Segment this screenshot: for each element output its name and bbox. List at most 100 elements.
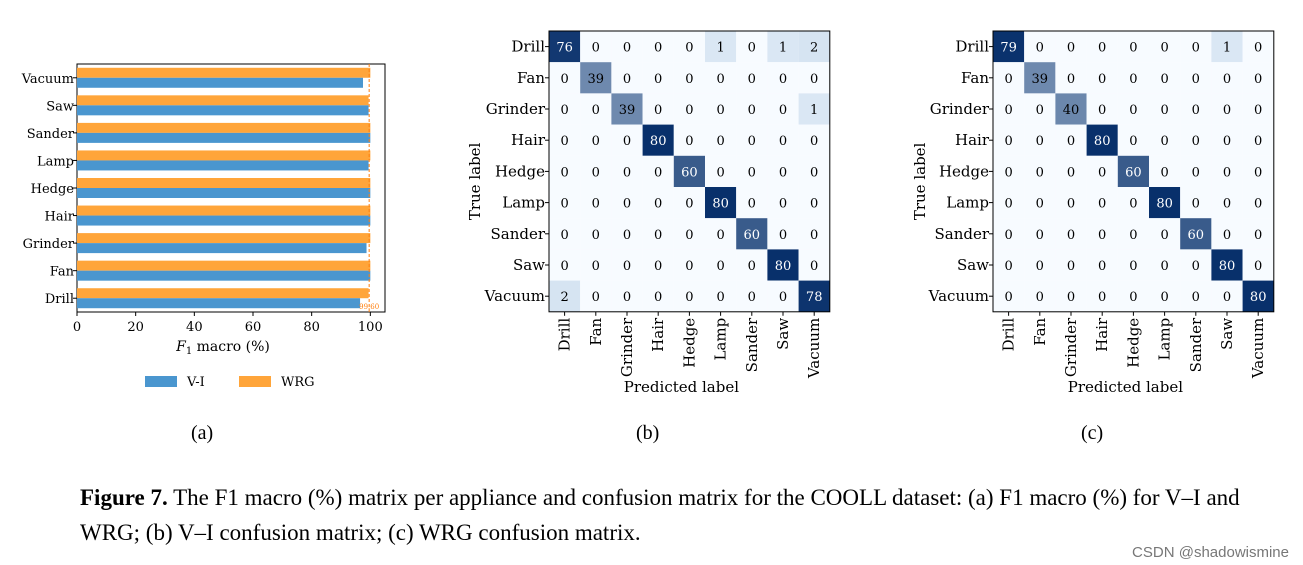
matrix-cell	[549, 280, 581, 312]
bar-vi-fan	[77, 270, 371, 281]
cell-value: 0	[1254, 228, 1262, 243]
matrix-cell	[549, 93, 581, 125]
cell-value: 0	[748, 41, 756, 56]
cell-value: 0	[1067, 165, 1075, 180]
cell-value: 0	[810, 197, 818, 212]
matrix-cell	[993, 93, 1025, 125]
matrix-cell	[767, 31, 799, 63]
y-tick-label: Vacuum	[928, 287, 989, 305]
cell-value: 0	[716, 228, 724, 243]
matrix-cell	[1149, 280, 1181, 312]
x-tick-label: 20	[127, 320, 144, 335]
matrix-cell	[611, 249, 643, 281]
cell-value: 0	[748, 290, 756, 305]
cell-value: 0	[592, 41, 600, 56]
cell-value: 0	[1160, 165, 1168, 180]
matrix-cell	[1055, 155, 1087, 187]
y-tick-label: Hedge	[495, 162, 545, 180]
cell-value: 0	[1160, 72, 1168, 87]
cell-value: 0	[1098, 290, 1106, 305]
matrix-cell	[1211, 218, 1243, 250]
matrix-cell	[611, 93, 643, 125]
matrix-cell	[798, 249, 830, 281]
cell-value: 0	[1098, 103, 1106, 118]
matrix-cell	[1117, 124, 1149, 156]
cell-value: 0	[1192, 134, 1200, 149]
bar-wrg-sander	[77, 122, 371, 133]
matrix-cell	[1117, 249, 1149, 281]
x-tick-label: Fan	[587, 317, 605, 345]
matrix-cell	[580, 93, 612, 125]
matrix-cell	[1180, 249, 1212, 281]
matrix-cell	[549, 155, 581, 187]
x-tick-label: Vacuum	[805, 318, 823, 379]
bar-wrg-vacuum	[77, 67, 371, 78]
cell-value: 2	[810, 41, 818, 56]
bar-wrg-grinder	[77, 233, 371, 244]
matrix-cell	[705, 124, 737, 156]
cell-value: 0	[748, 134, 756, 149]
cell-value: 0	[1004, 134, 1012, 149]
legend-label-v-i: V-I	[186, 375, 205, 390]
y-tick-label: Hedge	[31, 182, 75, 197]
cell-value: 0	[1192, 103, 1200, 118]
y-tick-label: Vacuum	[21, 72, 74, 87]
cell-value: 0	[1223, 228, 1231, 243]
cell-value: 60	[744, 228, 761, 243]
matrix-cell	[767, 62, 799, 94]
x-tick-label: 40	[186, 320, 203, 335]
bar-vi-hair	[77, 215, 371, 226]
matrix-cell	[736, 280, 768, 312]
bar-wrg-saw	[77, 95, 369, 106]
cell-value: 0	[1098, 259, 1106, 274]
matrix-cell	[642, 31, 674, 63]
cell-value: 0	[1036, 197, 1044, 212]
y-tick-label: Drill	[511, 38, 545, 56]
matrix-cell	[1180, 187, 1212, 219]
cell-value: 0	[560, 197, 568, 212]
cell-value: 0	[779, 72, 787, 87]
cell-value: 60	[1125, 165, 1142, 180]
matrix-cell	[1117, 218, 1149, 250]
matrix-cell	[1086, 93, 1118, 125]
matrix-cell	[1024, 93, 1056, 125]
matrix-cell	[642, 218, 674, 250]
vi-confusion-matrix: 76 0 0 0 0 1 0 1 20 39 0 0 0 0 0 0 00 0 39 0 0 0 0 0 10 0 0 80 0 0 0 0 0…	[466, 30, 831, 396]
matrix-cell	[1086, 31, 1118, 63]
x-tick-label: Drill	[556, 318, 574, 352]
matrix-cell	[767, 155, 799, 187]
matrix-cell	[705, 187, 737, 219]
matrix-cell	[705, 62, 737, 94]
cell-value: 0	[1160, 259, 1168, 274]
cell-value: 0	[623, 290, 631, 305]
matrix-cell	[673, 62, 705, 94]
matrix-cell	[705, 31, 737, 63]
cell-value: 0	[810, 72, 818, 87]
panel-label-a: (a)	[191, 422, 214, 444]
cell-value: 0	[685, 134, 693, 149]
cell-value: 0	[779, 228, 787, 243]
cell-value: 0	[748, 72, 756, 87]
y-tick-label: Sander	[490, 225, 545, 243]
matrix-cell	[642, 62, 674, 94]
cell-value: 0	[1254, 72, 1262, 87]
cell-value: 0	[1254, 41, 1262, 56]
matrix-cell	[611, 62, 643, 94]
cell-value: 0	[1192, 165, 1200, 180]
matrix-cell	[705, 280, 737, 312]
cell-value: 0	[1254, 259, 1262, 274]
cell-value: 60	[1188, 228, 1205, 243]
matrix-cell	[993, 124, 1025, 156]
cell-value: 0	[1067, 290, 1075, 305]
cell-value: 39	[1032, 72, 1049, 87]
matrix-cell	[611, 280, 643, 312]
x-tick-label: Hair	[649, 317, 667, 352]
cell-value: 0	[1036, 290, 1044, 305]
cell-value: 0	[1192, 72, 1200, 87]
cell-value: 0	[1129, 197, 1137, 212]
cell-value: 1	[779, 41, 787, 56]
matrix-cell	[1117, 93, 1149, 125]
y-tick-label: Saw	[513, 256, 545, 274]
matrix-cell	[1086, 218, 1118, 250]
cell-value: 0	[1098, 165, 1106, 180]
